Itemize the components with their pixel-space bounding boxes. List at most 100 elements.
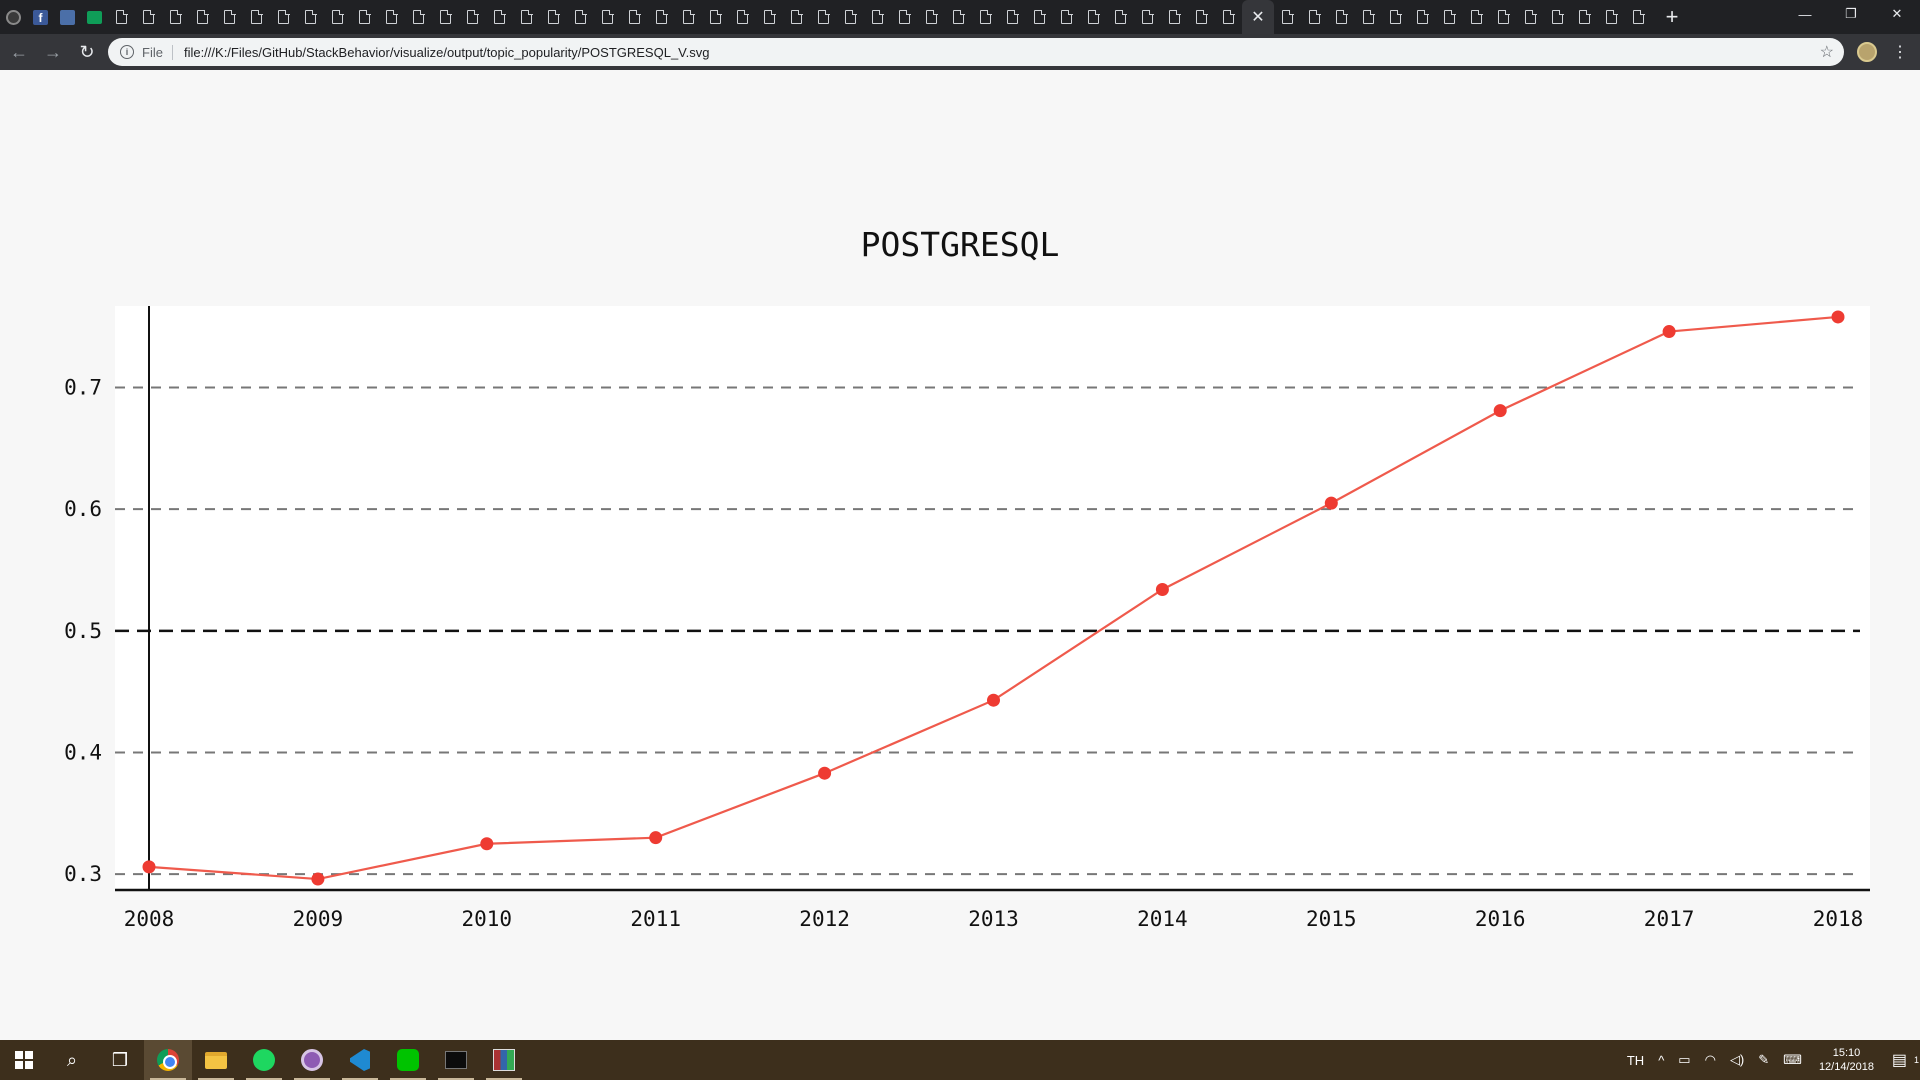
forward-button[interactable]: → xyxy=(38,37,68,67)
browser-menu-icon[interactable]: ⋮ xyxy=(1892,44,1908,61)
tab-document[interactable] xyxy=(1625,0,1652,34)
tab-document[interactable] xyxy=(756,0,783,34)
data-point xyxy=(1831,310,1845,324)
document-favicon-icon xyxy=(1115,9,1127,24)
tab-document[interactable] xyxy=(837,0,864,34)
y-tick-label: 0.6 xyxy=(64,497,102,521)
search-button[interactable]: ⌕ xyxy=(48,1040,96,1080)
tab-document[interactable] xyxy=(567,0,594,34)
spotify-icon xyxy=(253,1049,275,1071)
reload-button[interactable]: ↻ xyxy=(72,37,102,67)
tab-document[interactable] xyxy=(378,0,405,34)
tab-document[interactable] xyxy=(891,0,918,34)
tab-document[interactable] xyxy=(1274,0,1301,34)
tab-document[interactable] xyxy=(864,0,891,34)
tab-document[interactable] xyxy=(1544,0,1571,34)
tab-document[interactable] xyxy=(1517,0,1544,34)
tab-active-postgresql[interactable]: ✕ xyxy=(1242,0,1274,34)
tab-document[interactable] xyxy=(945,0,972,34)
tab-document[interactable] xyxy=(1080,0,1107,34)
tab-green-app[interactable] xyxy=(81,0,108,34)
tab-document[interactable] xyxy=(1026,0,1053,34)
taskbar-terminal[interactable] xyxy=(432,1040,480,1080)
tab-document[interactable] xyxy=(702,0,729,34)
close-window-button[interactable]: ✕ xyxy=(1891,6,1903,21)
start-button[interactable] xyxy=(0,1040,48,1080)
action-center-button[interactable]: ▤ 1 xyxy=(1884,1040,1920,1080)
tab-document[interactable] xyxy=(189,0,216,34)
tab-document[interactable] xyxy=(459,0,486,34)
back-button[interactable]: ← xyxy=(4,37,34,67)
tab-document[interactable] xyxy=(432,0,459,34)
tab-document[interactable] xyxy=(675,0,702,34)
restore-button[interactable]: ❐ xyxy=(1845,6,1857,21)
tab-document[interactable] xyxy=(621,0,648,34)
profile-avatar[interactable] xyxy=(1857,42,1877,62)
site-info-icon[interactable]: i xyxy=(120,45,134,59)
tab-document[interactable] xyxy=(1463,0,1490,34)
tab-document[interactable] xyxy=(351,0,378,34)
tab-document[interactable] xyxy=(1188,0,1215,34)
tab-document[interactable] xyxy=(1490,0,1517,34)
tab-document[interactable] xyxy=(1215,0,1242,34)
tab-document[interactable] xyxy=(324,0,351,34)
tab-document[interactable] xyxy=(216,0,243,34)
tab-document[interactable] xyxy=(297,0,324,34)
tab-document[interactable] xyxy=(1053,0,1080,34)
taskbar-chrome[interactable] xyxy=(144,1040,192,1080)
tab-document[interactable] xyxy=(1409,0,1436,34)
document-favicon-icon xyxy=(332,9,344,24)
taskbar-spotify[interactable] xyxy=(240,1040,288,1080)
new-tab-button[interactable]: + xyxy=(1652,0,1692,34)
task-view-button[interactable]: ❒ xyxy=(96,1040,144,1080)
tab-document[interactable] xyxy=(1301,0,1328,34)
language-indicator[interactable]: TH xyxy=(1626,1052,1645,1068)
taskbar-winrar[interactable] xyxy=(480,1040,528,1080)
tab-document[interactable] xyxy=(1134,0,1161,34)
bookmark-star-icon[interactable]: ☆ xyxy=(1819,44,1834,61)
tab-document[interactable] xyxy=(1107,0,1134,34)
taskbar-line[interactable] xyxy=(384,1040,432,1080)
tab-document[interactable] xyxy=(540,0,567,34)
tab-document[interactable] xyxy=(810,0,837,34)
close-tab-icon[interactable]: ✕ xyxy=(1251,9,1265,26)
pen-icon[interactable]: ✎ xyxy=(1758,1052,1770,1067)
tab-document[interactable] xyxy=(486,0,513,34)
tab-document[interactable] xyxy=(1355,0,1382,34)
tab-github[interactable] xyxy=(0,0,27,34)
tab-document[interactable] xyxy=(405,0,432,34)
keyboard-language-icon[interactable]: ⌨ xyxy=(1783,1052,1802,1067)
tab-document[interactable] xyxy=(1161,0,1188,34)
tab-document[interactable] xyxy=(1382,0,1409,34)
tab-document[interactable] xyxy=(999,0,1026,34)
tab-document[interactable] xyxy=(729,0,756,34)
tab-document[interactable] xyxy=(783,0,810,34)
tab-document[interactable] xyxy=(972,0,999,34)
tab-document[interactable] xyxy=(243,0,270,34)
tray-expand-icon[interactable]: ^ xyxy=(1658,1052,1665,1068)
taskbar-github-desktop[interactable] xyxy=(288,1040,336,1080)
taskbar-vscode[interactable] xyxy=(336,1040,384,1080)
tab-document[interactable] xyxy=(594,0,621,34)
volume-icon[interactable]: ◁) xyxy=(1729,1052,1745,1067)
tab-document[interactable] xyxy=(162,0,189,34)
clock[interactable]: 15:10 12/14/2018 xyxy=(1809,1046,1884,1074)
tab-document[interactable] xyxy=(1328,0,1355,34)
tab-sheet[interactable] xyxy=(54,0,81,34)
minimize-button[interactable]: — xyxy=(1798,6,1812,22)
tab-facebook[interactable]: f xyxy=(27,0,54,34)
tab-document[interactable] xyxy=(648,0,675,34)
url-text[interactable]: file:///K:/Files/GitHub/StackBehavior/vi… xyxy=(183,44,710,60)
wifi-icon[interactable]: ◠ xyxy=(1704,1052,1716,1067)
tab-document[interactable] xyxy=(1571,0,1598,34)
taskbar-file-explorer[interactable] xyxy=(192,1040,240,1080)
tab-document[interactable] xyxy=(270,0,297,34)
tab-document[interactable] xyxy=(1436,0,1463,34)
address-bar[interactable]: i File file:///K:/Files/GitHub/StackBeha… xyxy=(108,38,1844,66)
tab-document[interactable] xyxy=(135,0,162,34)
tab-document[interactable] xyxy=(918,0,945,34)
tab-document[interactable] xyxy=(1598,0,1625,34)
battery-icon[interactable]: ▭ xyxy=(1678,1052,1691,1067)
tab-document[interactable] xyxy=(513,0,540,34)
tab-document[interactable] xyxy=(108,0,135,34)
